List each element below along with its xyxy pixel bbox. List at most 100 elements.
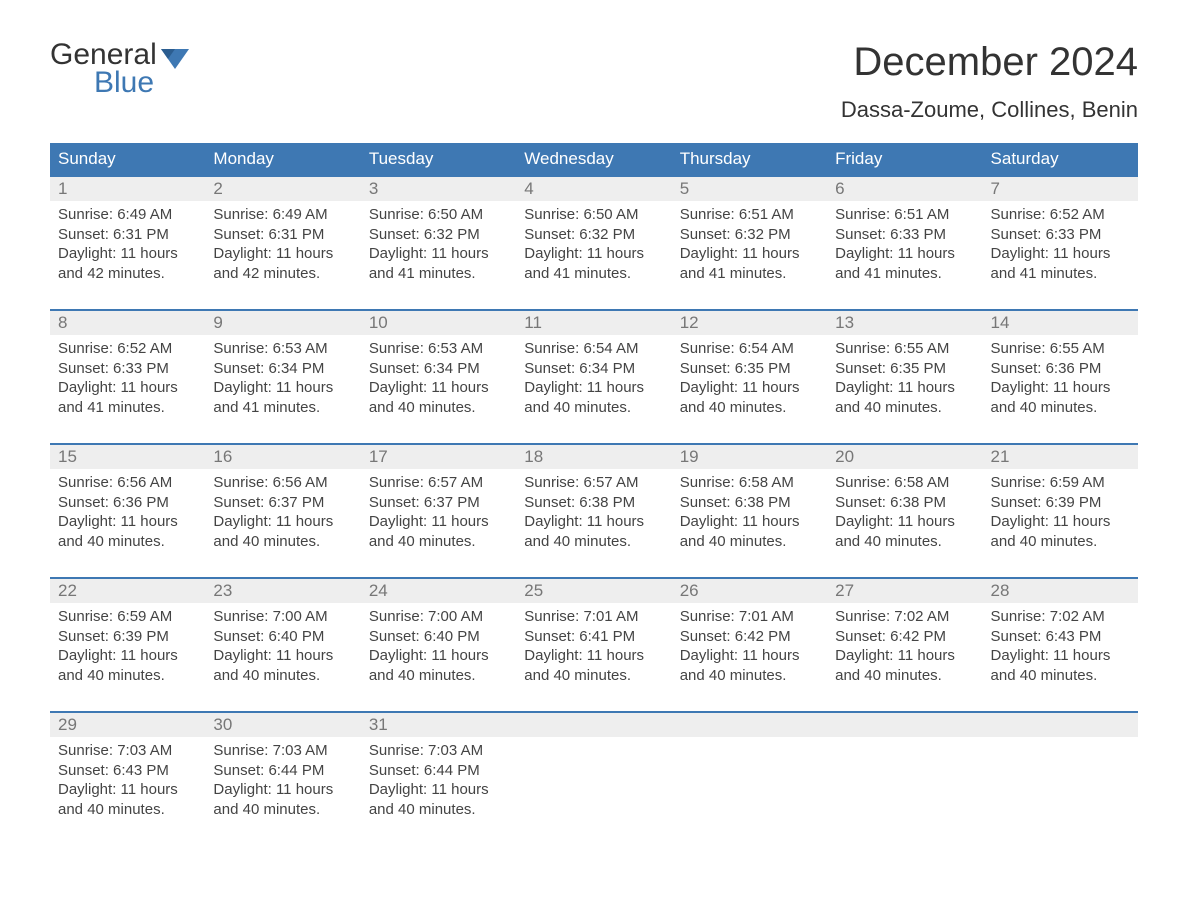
weekday-header: Monday <box>205 143 360 175</box>
sunrise-text: Sunrise: 6:58 AM <box>680 473 819 493</box>
day-cell: Sunrise: 6:50 AMSunset: 6:32 PMDaylight:… <box>361 201 516 291</box>
day-cell: Sunrise: 6:51 AMSunset: 6:33 PMDaylight:… <box>827 201 982 291</box>
day-cell: Sunrise: 6:50 AMSunset: 6:32 PMDaylight:… <box>516 201 671 291</box>
sunrise-text: Sunrise: 6:52 AM <box>58 339 197 359</box>
daylight-text-1: Daylight: 11 hours <box>835 378 974 398</box>
sunrise-text: Sunrise: 6:54 AM <box>680 339 819 359</box>
daynum-row: 1234567 <box>50 175 1138 201</box>
daylight-text-2: and 40 minutes. <box>524 666 663 686</box>
daylight-text-1: Daylight: 11 hours <box>369 378 508 398</box>
sunrise-text: Sunrise: 6:49 AM <box>58 205 197 225</box>
sunrise-text: Sunrise: 6:58 AM <box>835 473 974 493</box>
sunset-text: Sunset: 6:42 PM <box>680 627 819 647</box>
sunset-text: Sunset: 6:32 PM <box>524 225 663 245</box>
daylight-text-2: and 42 minutes. <box>58 264 197 284</box>
daylight-text-2: and 40 minutes. <box>369 800 508 820</box>
daynum-row: 891011121314 <box>50 309 1138 335</box>
sunset-text: Sunset: 6:38 PM <box>680 493 819 513</box>
day-content-row: Sunrise: 6:59 AMSunset: 6:39 PMDaylight:… <box>50 603 1138 693</box>
day-number: 6 <box>827 177 982 201</box>
day-cell: Sunrise: 6:59 AMSunset: 6:39 PMDaylight:… <box>983 469 1138 559</box>
day-cell: Sunrise: 7:01 AMSunset: 6:42 PMDaylight:… <box>672 603 827 693</box>
daylight-text-2: and 40 minutes. <box>369 532 508 552</box>
day-number <box>672 713 827 737</box>
sunset-text: Sunset: 6:34 PM <box>213 359 352 379</box>
calendar-week: 1234567Sunrise: 6:49 AMSunset: 6:31 PMDa… <box>50 175 1138 291</box>
sunrise-text: Sunrise: 7:02 AM <box>991 607 1130 627</box>
day-cell: Sunrise: 6:52 AMSunset: 6:33 PMDaylight:… <box>50 335 205 425</box>
sunrise-text: Sunrise: 6:55 AM <box>991 339 1130 359</box>
location-label: Dassa-Zoume, Collines, Benin <box>841 97 1138 123</box>
weekday-header: Tuesday <box>361 143 516 175</box>
calendar-week: 293031Sunrise: 7:03 AMSunset: 6:43 PMDay… <box>50 711 1138 827</box>
day-number: 29 <box>50 713 205 737</box>
title-block: December 2024 Dassa-Zoume, Collines, Ben… <box>841 40 1138 123</box>
daylight-text-2: and 40 minutes. <box>680 398 819 418</box>
day-number <box>983 713 1138 737</box>
calendar: Sunday Monday Tuesday Wednesday Thursday… <box>50 143 1138 827</box>
sunset-text: Sunset: 6:36 PM <box>991 359 1130 379</box>
weekday-header: Thursday <box>672 143 827 175</box>
daylight-text-2: and 41 minutes. <box>835 264 974 284</box>
daylight-text-2: and 42 minutes. <box>213 264 352 284</box>
day-cell: Sunrise: 6:58 AMSunset: 6:38 PMDaylight:… <box>672 469 827 559</box>
day-cell <box>983 737 1138 827</box>
daylight-text-1: Daylight: 11 hours <box>680 244 819 264</box>
daylight-text-1: Daylight: 11 hours <box>58 780 197 800</box>
day-number: 18 <box>516 445 671 469</box>
day-number: 26 <box>672 579 827 603</box>
sunrise-text: Sunrise: 7:03 AM <box>58 741 197 761</box>
daylight-text-1: Daylight: 11 hours <box>213 244 352 264</box>
sunrise-text: Sunrise: 6:55 AM <box>835 339 974 359</box>
day-number: 20 <box>827 445 982 469</box>
daylight-text-1: Daylight: 11 hours <box>58 512 197 532</box>
daylight-text-1: Daylight: 11 hours <box>369 780 508 800</box>
day-cell <box>516 737 671 827</box>
day-cell: Sunrise: 6:57 AMSunset: 6:37 PMDaylight:… <box>361 469 516 559</box>
daylight-text-2: and 40 minutes. <box>524 532 663 552</box>
day-number: 8 <box>50 311 205 335</box>
day-number: 19 <box>672 445 827 469</box>
day-cell: Sunrise: 7:01 AMSunset: 6:41 PMDaylight:… <box>516 603 671 693</box>
day-cell: Sunrise: 6:52 AMSunset: 6:33 PMDaylight:… <box>983 201 1138 291</box>
daylight-text-1: Daylight: 11 hours <box>369 512 508 532</box>
sunset-text: Sunset: 6:39 PM <box>991 493 1130 513</box>
day-number: 16 <box>205 445 360 469</box>
day-number: 25 <box>516 579 671 603</box>
sunset-text: Sunset: 6:35 PM <box>835 359 974 379</box>
daylight-text-1: Daylight: 11 hours <box>524 646 663 666</box>
day-number: 15 <box>50 445 205 469</box>
day-number <box>827 713 982 737</box>
weeks-container: 1234567Sunrise: 6:49 AMSunset: 6:31 PMDa… <box>50 175 1138 827</box>
daylight-text-2: and 40 minutes. <box>835 398 974 418</box>
calendar-week: 22232425262728Sunrise: 6:59 AMSunset: 6:… <box>50 577 1138 693</box>
sunset-text: Sunset: 6:32 PM <box>369 225 508 245</box>
sunrise-text: Sunrise: 7:00 AM <box>369 607 508 627</box>
calendar-week: 15161718192021Sunrise: 6:56 AMSunset: 6:… <box>50 443 1138 559</box>
page-header: General Blue December 2024 Dassa-Zoume, … <box>50 40 1138 123</box>
daylight-text-1: Daylight: 11 hours <box>369 244 508 264</box>
weekday-header: Friday <box>827 143 982 175</box>
sunrise-text: Sunrise: 6:53 AM <box>369 339 508 359</box>
day-cell: Sunrise: 6:56 AMSunset: 6:37 PMDaylight:… <box>205 469 360 559</box>
sunrise-text: Sunrise: 6:52 AM <box>991 205 1130 225</box>
daylight-text-2: and 41 minutes. <box>524 264 663 284</box>
day-cell: Sunrise: 6:58 AMSunset: 6:38 PMDaylight:… <box>827 469 982 559</box>
daylight-text-1: Daylight: 11 hours <box>835 244 974 264</box>
sunset-text: Sunset: 6:33 PM <box>835 225 974 245</box>
day-number: 11 <box>516 311 671 335</box>
day-number: 2 <box>205 177 360 201</box>
day-content-row: Sunrise: 7:03 AMSunset: 6:43 PMDaylight:… <box>50 737 1138 827</box>
daylight-text-1: Daylight: 11 hours <box>680 646 819 666</box>
daylight-text-2: and 40 minutes. <box>524 398 663 418</box>
day-number: 4 <box>516 177 671 201</box>
daylight-text-2: and 41 minutes. <box>991 264 1130 284</box>
daylight-text-1: Daylight: 11 hours <box>524 512 663 532</box>
sunset-text: Sunset: 6:38 PM <box>835 493 974 513</box>
day-cell: Sunrise: 7:00 AMSunset: 6:40 PMDaylight:… <box>361 603 516 693</box>
sunrise-text: Sunrise: 6:59 AM <box>58 607 197 627</box>
daylight-text-2: and 40 minutes. <box>213 666 352 686</box>
sunset-text: Sunset: 6:44 PM <box>369 761 508 781</box>
day-number: 22 <box>50 579 205 603</box>
day-number: 7 <box>983 177 1138 201</box>
